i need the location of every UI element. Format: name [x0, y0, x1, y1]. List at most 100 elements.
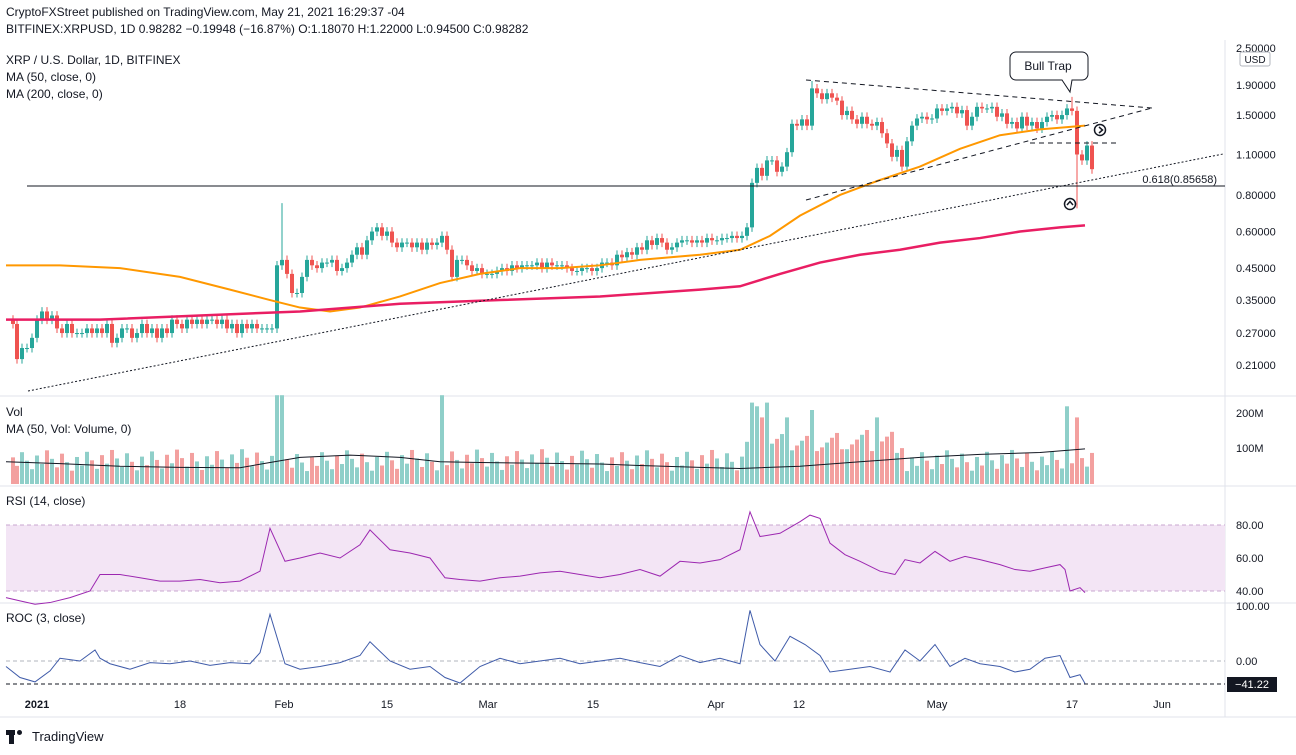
price-candle: [115, 337, 119, 343]
price-candle: [410, 242, 414, 248]
price-candle: [885, 133, 889, 144]
ma200-legend: MA (200, close, 0): [6, 87, 103, 101]
volume-bar: [750, 402, 754, 484]
price-tick-label: 0.45000: [1236, 263, 1276, 275]
price-candle: [155, 328, 159, 338]
volume-bar: [915, 465, 919, 484]
rsi-tick-label: 60.00: [1236, 553, 1264, 565]
volume-bar: [15, 465, 19, 484]
volume-bar: [230, 454, 234, 484]
volume-bar: [315, 465, 319, 484]
volume-bar: [260, 461, 264, 484]
volume-bar: [1080, 458, 1084, 484]
volume-bar: [755, 406, 759, 484]
price-candle: [35, 319, 39, 338]
price-candle: [515, 265, 519, 269]
price-candle: [245, 323, 249, 329]
price-candle: [745, 227, 749, 236]
volume-bar: [390, 460, 394, 484]
volume-bar: [105, 463, 109, 484]
volume-bar: [520, 459, 524, 484]
volume-bar: [960, 453, 964, 484]
price-candle: [280, 259, 284, 266]
roc-last-label: −41.22: [1235, 679, 1269, 691]
volume-bar: [805, 435, 809, 484]
bull-trap-callout: Bull Trap: [1009, 51, 1089, 94]
volume-bar: [580, 450, 584, 484]
volume-bar: [950, 458, 954, 484]
price-candle: [340, 268, 344, 271]
volume-bar: [710, 449, 714, 484]
price-candles: [11, 81, 1094, 364]
volume-bar: [50, 458, 54, 484]
price-candle: [390, 231, 394, 243]
price-candle: [965, 110, 969, 126]
price-candle: [545, 262, 549, 269]
volume-ma-legend: MA (50, Vol: Volume, 0): [6, 422, 132, 436]
price-candle: [815, 88, 819, 94]
price-candle: [540, 262, 544, 269]
volume-bar: [460, 468, 464, 484]
price-tick-label: 0.35000: [1236, 295, 1276, 307]
price-candle: [150, 328, 154, 334]
volume-bar: [775, 438, 779, 484]
volume-bar: [645, 450, 649, 484]
time-tick-label: Feb: [275, 699, 294, 711]
volume-bar: [660, 453, 664, 484]
price-candle: [780, 166, 784, 172]
volume-tick-label: 100M: [1236, 443, 1264, 455]
volume-bar: [80, 465, 84, 484]
volume-bar: [970, 470, 974, 484]
volume-bar: [415, 458, 419, 484]
price-candle: [615, 254, 619, 266]
price-candle: [400, 242, 404, 248]
volume-bar: [1020, 466, 1024, 484]
volume-bar: [410, 449, 414, 484]
volume-bar: [840, 449, 844, 484]
ma50-line: [6, 124, 1086, 313]
volume-bar: [565, 469, 569, 484]
rsi-tick-label: 80.00: [1236, 520, 1264, 532]
price-candle: [140, 323, 144, 334]
volume-bar: [1015, 458, 1019, 484]
volume-bar: [635, 455, 639, 484]
price-candle: [180, 323, 184, 329]
price-candle: [990, 106, 994, 109]
price-tick-label: 0.27000: [1236, 328, 1276, 340]
volume-bar: [505, 456, 509, 484]
price-candle: [145, 323, 149, 334]
currency-badge: [1239, 51, 1271, 67]
volume-bar: [495, 461, 499, 484]
volume-bar: [405, 463, 409, 484]
volume-bar: [450, 451, 454, 484]
volume-bar: [100, 455, 104, 484]
volume-bar: [600, 462, 604, 484]
volume-bar: [210, 464, 214, 484]
volume-legend: Vol: [6, 405, 23, 419]
price-candle: [975, 106, 979, 117]
price-candle: [95, 328, 99, 334]
triangle-lower-line: [805, 107, 1153, 201]
volume-bar: [220, 459, 224, 484]
price-candle: [185, 319, 189, 329]
volume-bar: [630, 469, 634, 484]
volume-bar: [765, 402, 769, 484]
triangle-upper-line: [805, 79, 1153, 109]
volume-bar: [1070, 463, 1074, 484]
time-tick-label: 12: [793, 699, 805, 711]
currency-label: USD: [1244, 55, 1265, 66]
price-candle: [755, 167, 759, 183]
volume-bar: [700, 455, 704, 484]
volume-bar: [25, 460, 29, 484]
price-candle: [380, 227, 384, 236]
price-candle: [825, 93, 829, 100]
volume-bar: [835, 432, 839, 484]
price-candle: [80, 333, 84, 335]
volume-bar: [920, 452, 924, 484]
price-candle: [270, 328, 274, 330]
volume-bar: [1050, 451, 1054, 484]
price-candle: [525, 265, 529, 267]
price-candle: [950, 106, 954, 109]
price-candle: [530, 265, 534, 267]
volume-bar: [535, 462, 539, 484]
